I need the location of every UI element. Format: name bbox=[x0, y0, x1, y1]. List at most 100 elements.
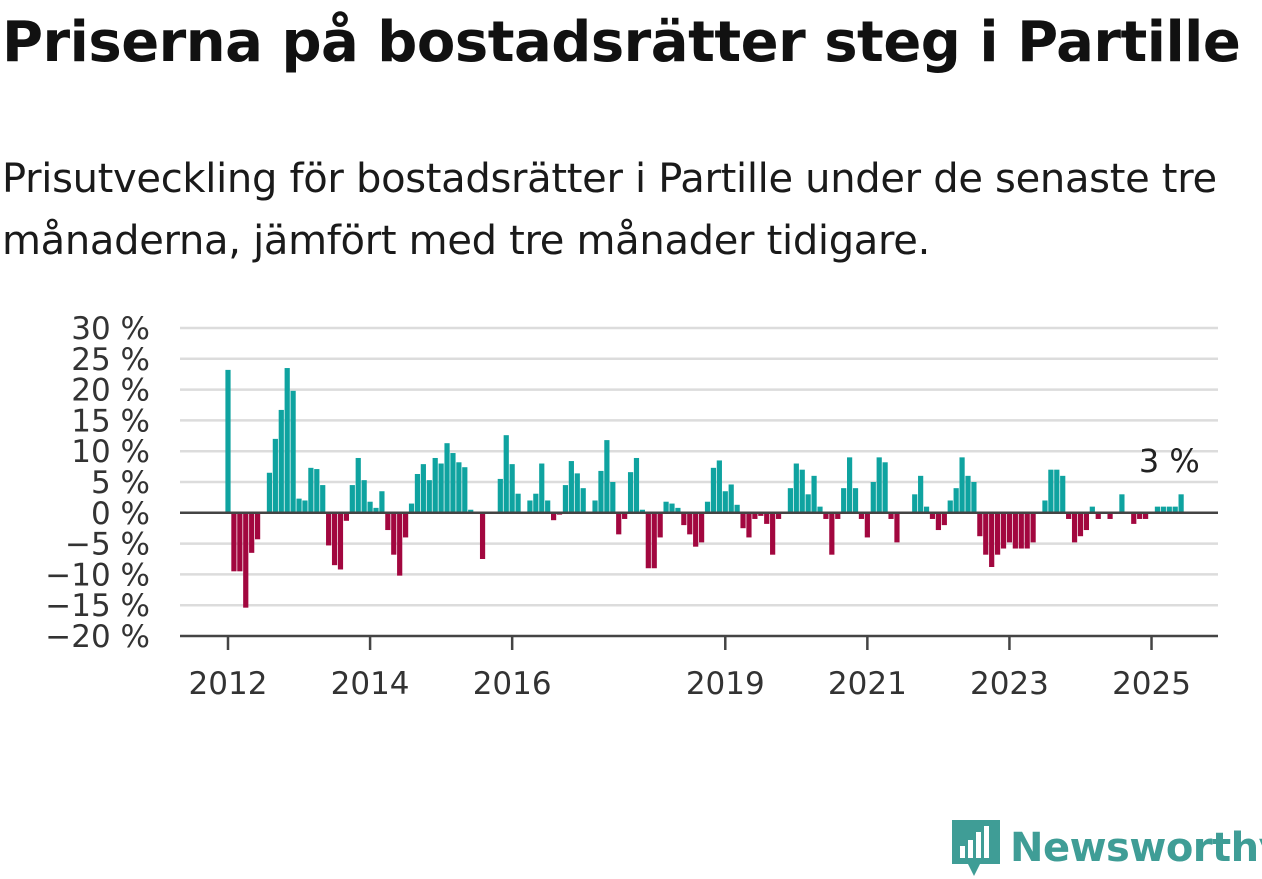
x-tick-label: 2021 bbox=[828, 666, 907, 702]
bar bbox=[864, 512, 870, 538]
bar bbox=[995, 512, 1001, 555]
bar bbox=[971, 482, 977, 513]
bar bbox=[533, 493, 539, 513]
bar bbox=[1143, 512, 1149, 519]
bar bbox=[935, 512, 941, 531]
bar bbox=[249, 512, 255, 553]
bar bbox=[740, 512, 746, 529]
bar bbox=[574, 473, 580, 513]
bar bbox=[562, 485, 569, 513]
bar bbox=[1048, 469, 1054, 513]
bar bbox=[592, 500, 598, 513]
bar bbox=[835, 512, 841, 519]
bar bbox=[1054, 469, 1060, 513]
bar bbox=[462, 467, 468, 513]
bar bbox=[290, 390, 296, 513]
bar bbox=[1172, 506, 1178, 513]
bar bbox=[1137, 512, 1143, 519]
bar bbox=[953, 488, 959, 513]
y-axis-ticks: 30 %25 %20 %15 %10 %5 %0 %−5 %−10 %−15 %… bbox=[45, 311, 150, 655]
bar bbox=[1066, 512, 1072, 519]
bar bbox=[391, 512, 397, 555]
bar bbox=[841, 488, 847, 513]
bar bbox=[509, 464, 515, 513]
bar bbox=[923, 506, 930, 513]
bar bbox=[616, 512, 622, 535]
bar bbox=[888, 512, 894, 519]
bar bbox=[444, 443, 450, 513]
bar bbox=[1119, 494, 1125, 513]
bar bbox=[1095, 512, 1101, 519]
newsworthy-logo-icon bbox=[952, 820, 1000, 876]
bar bbox=[669, 503, 675, 513]
bar bbox=[551, 512, 557, 521]
bar bbox=[503, 435, 509, 513]
bar bbox=[373, 507, 379, 513]
bar bbox=[799, 469, 805, 513]
bar bbox=[580, 488, 586, 513]
bar bbox=[456, 462, 462, 513]
bar bbox=[1012, 512, 1018, 549]
bar bbox=[929, 512, 936, 519]
bar bbox=[1131, 512, 1137, 524]
bar bbox=[284, 368, 290, 513]
bar bbox=[633, 457, 640, 513]
bar bbox=[272, 438, 278, 513]
last-value-label: 3 % bbox=[1139, 442, 1200, 480]
x-tick-label: 2023 bbox=[970, 666, 1049, 702]
bar bbox=[545, 500, 551, 513]
bar bbox=[320, 485, 326, 513]
bar bbox=[420, 464, 426, 513]
bar bbox=[775, 512, 782, 519]
bar bbox=[657, 512, 663, 538]
bar bbox=[1178, 494, 1184, 513]
y-tick-label: 5 % bbox=[91, 465, 150, 501]
bar bbox=[610, 482, 616, 513]
bar bbox=[308, 467, 314, 513]
bar bbox=[1166, 506, 1172, 513]
bar bbox=[912, 494, 918, 513]
bar bbox=[331, 512, 338, 566]
page-subtitle: Prisutveckling för bostadsrätter i Parti… bbox=[2, 156, 1217, 264]
y-tick-label: 10 % bbox=[71, 434, 150, 470]
bar bbox=[770, 512, 776, 555]
bar bbox=[710, 467, 717, 513]
bar bbox=[989, 512, 995, 568]
bar bbox=[699, 512, 705, 543]
bar bbox=[302, 500, 308, 513]
bar bbox=[787, 488, 793, 513]
bar bbox=[1077, 512, 1084, 537]
bar bbox=[823, 512, 829, 519]
bar bbox=[337, 512, 344, 570]
x-tick-label: 2014 bbox=[331, 666, 410, 702]
y-tick-label: 20 % bbox=[71, 373, 150, 409]
y-tick-label: −20 % bbox=[45, 619, 150, 655]
page-title: Priserna på bostadsrätter steg i Partill… bbox=[2, 10, 1241, 75]
bar bbox=[343, 512, 349, 521]
bar bbox=[403, 512, 409, 538]
bar bbox=[1154, 506, 1161, 513]
bar bbox=[1024, 512, 1030, 549]
bar bbox=[1060, 475, 1066, 513]
bar bbox=[858, 512, 865, 519]
bar bbox=[977, 512, 983, 537]
bar bbox=[450, 453, 456, 513]
bar bbox=[716, 460, 722, 513]
bar bbox=[847, 457, 853, 513]
bar bbox=[266, 472, 273, 513]
bar bbox=[468, 509, 474, 513]
bar bbox=[793, 463, 799, 513]
bar bbox=[1071, 512, 1078, 543]
bar bbox=[681, 512, 687, 526]
bar bbox=[639, 509, 645, 513]
bars bbox=[225, 368, 1184, 608]
bar bbox=[1000, 512, 1007, 549]
bar-chart: 30 %25 %20 %15 %10 %5 %0 %−5 %−10 %−15 %… bbox=[45, 311, 1218, 702]
bar bbox=[527, 500, 533, 513]
y-tick-label: 0 % bbox=[91, 496, 150, 532]
bar bbox=[817, 506, 823, 513]
bar bbox=[349, 485, 355, 513]
bar bbox=[622, 512, 628, 519]
bar bbox=[894, 512, 900, 543]
bar bbox=[278, 409, 284, 513]
